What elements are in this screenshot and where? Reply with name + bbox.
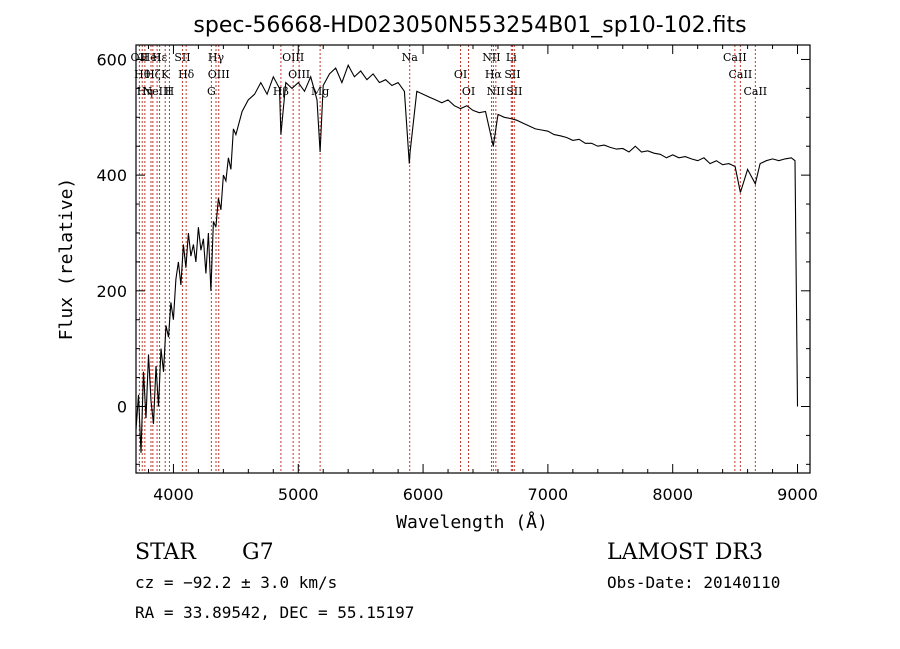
redshift-velocity: cz = −92.2 ± 3.0 km/s: [135, 573, 337, 592]
spectral-line-label: CaII: [729, 68, 753, 81]
spectral-line-label: OII: [131, 51, 149, 64]
spectral-line-label: H: [165, 85, 175, 98]
spectral-line-label: Hδ: [178, 68, 195, 81]
spectral-line-label: OIII: [282, 51, 304, 64]
spectral-line-label: NII: [482, 51, 500, 64]
spectral-line-label: NeIII: [143, 85, 172, 98]
spectral-line-label: Hζ: [145, 68, 161, 81]
spectral-line-label: OIII: [208, 68, 230, 81]
spectral-line-label: K: [161, 68, 170, 81]
object-type: STAR: [135, 540, 197, 565]
spectral-line-label: Hβ: [273, 85, 289, 98]
plot-frame: [135, 44, 811, 474]
spectral-line-label: OI: [462, 85, 475, 98]
x-axis-label: Wavelength (Å): [396, 511, 548, 533]
spectral-line-label: SII: [504, 68, 520, 81]
spectral-line-label: OI: [454, 68, 467, 81]
x-axis-tick-label: 7000: [528, 485, 569, 504]
spectral-line-label: SII: [506, 85, 522, 98]
x-axis-tick-label: 9000: [777, 485, 818, 504]
y-axis-ticks: 0 200 400 600: [96, 50, 810, 465]
spectral-line-label: Na: [402, 51, 419, 64]
y-axis-label: Flux (relative): [56, 178, 77, 341]
spectral-line-label: SII: [174, 51, 190, 64]
spectral-line-label: Hγ: [208, 51, 225, 64]
y-axis-tick-label: 600: [96, 50, 127, 69]
y-axis-tick-label: 0: [117, 397, 127, 416]
spectral-line-label: Hα: [485, 68, 503, 81]
coordinates: RA = 33.89542, DEC = 55.15197: [135, 603, 414, 622]
spectral-line-markers: [138, 45, 756, 473]
y-axis-tick-label: 200: [96, 282, 127, 301]
x-axis-tick-label: 4000: [153, 485, 194, 504]
x-axis-tick-label: 8000: [652, 485, 693, 504]
y-axis-tick-label: 400: [96, 166, 127, 185]
spectral-line-label: OIII: [288, 68, 310, 81]
x-axis-ticks: 4000 5000 6000 7000 8000 9000: [147, 45, 818, 504]
x-axis-tick-label: 6000: [403, 485, 444, 504]
spectral-line-label: CaII: [743, 85, 767, 98]
spectral-line-label: Hθ: [134, 68, 151, 81]
object-subclass: G7: [242, 540, 274, 565]
spectrum-series-line: [135, 63, 799, 453]
spectral-line-label: Hε: [152, 51, 168, 64]
spectral-line-labels: OII Hθ Hη HeI Hζ NeIII Hε KH SII Hδ G Hγ OIII Hβ OIII O…: [131, 51, 768, 98]
survey-name: LAMOST DR3: [607, 540, 763, 565]
chart-title: spec-56668-HD023050N553254B01_sp10-102.f…: [193, 13, 746, 38]
spectral-line-label: Li: [506, 51, 517, 64]
spectral-line-label: NII: [487, 85, 505, 98]
spectral-line-label: G: [207, 85, 216, 98]
spectral-line-label: CaII: [723, 51, 747, 64]
spectral-line-label: HeI: [141, 51, 161, 64]
x-axis-tick-label: 5000: [278, 485, 319, 504]
observation-date: Obs-Date: 20140110: [607, 573, 780, 592]
spectral-line-label: Hη: [137, 85, 153, 98]
